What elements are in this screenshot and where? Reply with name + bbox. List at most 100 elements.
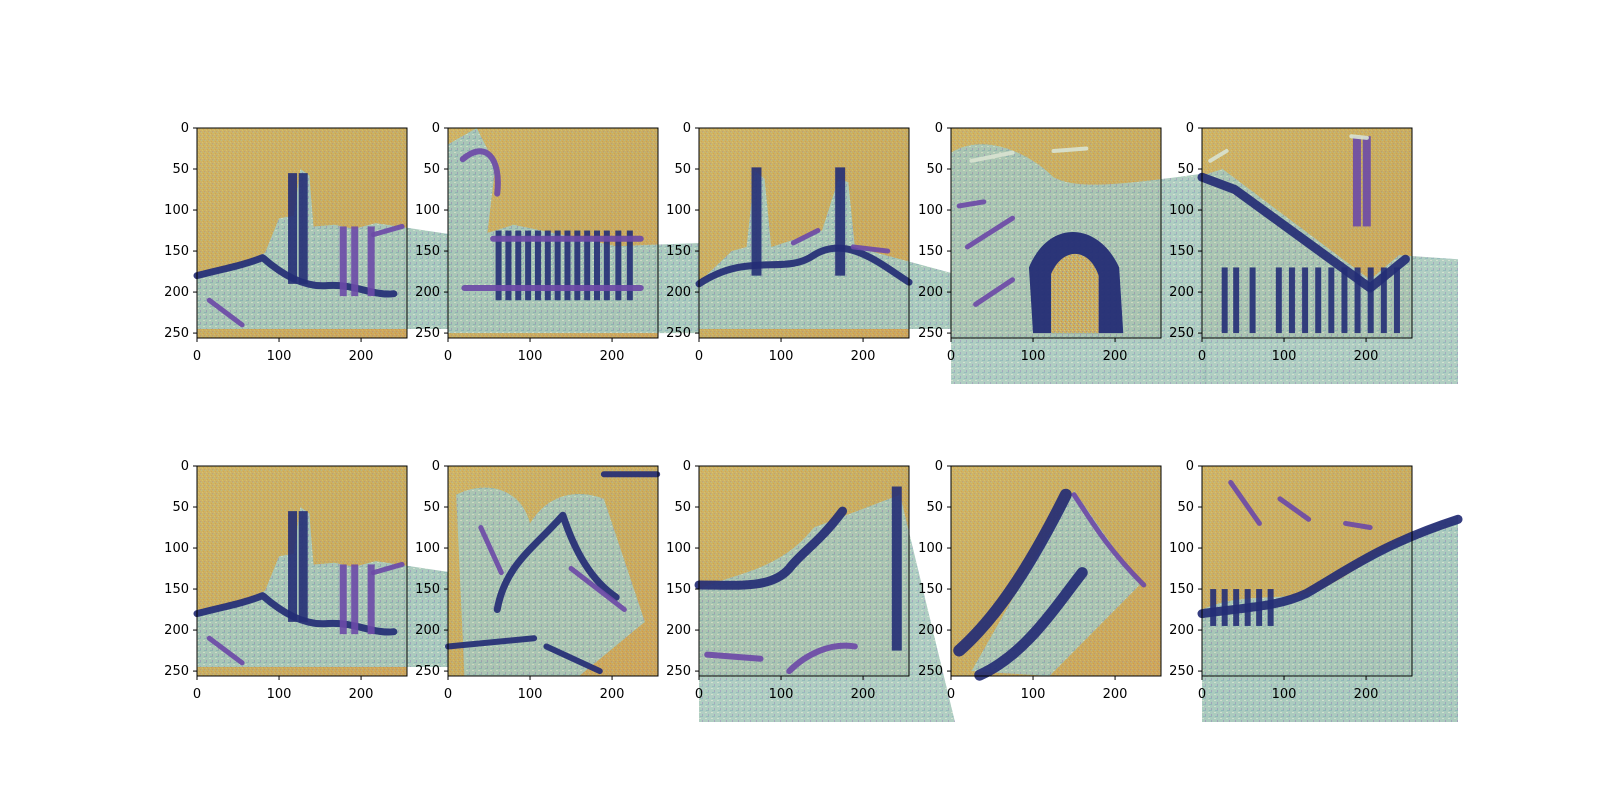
x-tick-label: 0 <box>947 349 955 364</box>
roof-bars-0 <box>1221 267 1228 334</box>
stripe-bars-8 <box>574 230 581 301</box>
stripe-bars-0 <box>495 230 502 301</box>
y-tick-label: 0 <box>935 459 943 474</box>
y-tick-label: 0 <box>1186 121 1194 136</box>
x-tick-label: 200 <box>851 349 876 364</box>
y-tick-label: 150 <box>918 582 943 597</box>
contour-bars-1 <box>1221 589 1228 626</box>
x-tick-label: 200 <box>349 349 374 364</box>
image-axis-1-3: 0 50 100 150 200 250 0 100 200 <box>666 121 955 364</box>
axis-frame <box>196 465 408 677</box>
city-texture <box>197 169 453 329</box>
stripe-texture <box>448 128 704 334</box>
x-tick-label: 0 <box>1198 349 1206 364</box>
figure-lines <box>445 471 661 675</box>
y-tick-label: 200 <box>164 623 189 638</box>
roof-bars-11 <box>1380 267 1387 334</box>
axis-frame <box>447 127 659 339</box>
skyline-towers-0 <box>751 167 762 276</box>
y-tick-label: 200 <box>918 285 943 300</box>
x-tick-label: 200 <box>600 687 625 702</box>
y-tick-label: 50 <box>926 500 943 515</box>
contour-line <box>1197 514 1463 619</box>
roof-bars-8 <box>1341 267 1348 334</box>
y-tick-label: 50 <box>1177 500 1194 515</box>
skyline-accent <box>790 228 891 254</box>
stripe-bars-12 <box>615 230 622 301</box>
accent-strokes <box>206 561 405 666</box>
axis-frame <box>950 465 1162 677</box>
y-tick-label: 250 <box>164 326 189 341</box>
x-tick-label: 0 <box>193 687 201 702</box>
image-axis-1-4: 0 50 100 150 200 250 0 100 200 <box>918 121 1207 384</box>
right-bars-1 <box>351 226 359 297</box>
y-tick-label: 100 <box>918 541 943 556</box>
axis-frame <box>950 127 1162 339</box>
roof-tower-0 <box>1352 136 1361 227</box>
stripe-bars-3 <box>525 230 532 301</box>
y-tick-label: 150 <box>666 582 691 597</box>
y-tick-label: 200 <box>666 623 691 638</box>
stripe-bars-1 <box>505 230 512 301</box>
figure-outline <box>493 511 620 614</box>
y-tick-label: 0 <box>683 121 691 136</box>
y-tick-label: 0 <box>181 459 189 474</box>
y-tick-label: 200 <box>415 623 440 638</box>
y-tick-label: 250 <box>415 326 440 341</box>
y-tick-label: 100 <box>918 203 943 218</box>
roof-bars-2 <box>1249 267 1256 334</box>
y-tick-label: 250 <box>918 664 943 679</box>
x-tick-label: 200 <box>349 687 374 702</box>
x-tick-label: 0 <box>1198 687 1206 702</box>
image-axis-1-2: 0 50 100 150 200 250 0 100 200 <box>415 121 704 364</box>
y-tick-label: 200 <box>666 285 691 300</box>
y-tick-label: 100 <box>164 541 189 556</box>
stripe-bars-6 <box>554 230 561 301</box>
y-tick-label: 250 <box>1169 664 1194 679</box>
x-tick-label: 200 <box>1354 687 1379 702</box>
image-axis-2-1: 0 50 100 150 200 250 0 100 200 <box>164 459 453 702</box>
image-axis-2-3: 0 50 100 150 200 250 0 100 200 <box>666 459 955 722</box>
stripe-bars-7 <box>564 230 571 301</box>
y-tick-label: 100 <box>415 203 440 218</box>
x-tick-label: 200 <box>1103 349 1128 364</box>
y-tick-label: 0 <box>1186 459 1194 474</box>
contour-accent <box>1228 479 1373 531</box>
axis-frame <box>698 465 910 677</box>
y-tick-label: 150 <box>164 582 189 597</box>
x-tick-label: 0 <box>444 349 452 364</box>
y-tick-label: 150 <box>1169 582 1194 597</box>
y-tick-label: 150 <box>164 244 189 259</box>
x-tick-label: 0 <box>695 687 703 702</box>
axis-frame <box>447 465 659 677</box>
roof-bars-6 <box>1315 267 1322 334</box>
y-tick-label: 250 <box>164 664 189 679</box>
y-tick-label: 100 <box>666 203 691 218</box>
contour-bars-4 <box>1256 589 1263 626</box>
x-tick-label: 200 <box>851 687 876 702</box>
axis-frame <box>1201 465 1413 677</box>
stripe-bars-13 <box>626 230 633 301</box>
y-tick-label: 150 <box>415 244 440 259</box>
contour-bars-5 <box>1267 589 1274 626</box>
y-tick-label: 150 <box>415 582 440 597</box>
stripe-strokes <box>459 148 644 291</box>
x-tick-label: 0 <box>444 687 452 702</box>
y-tick-label: 100 <box>164 203 189 218</box>
y-tick-label: 50 <box>1177 162 1194 177</box>
y-tick-label: 0 <box>432 459 440 474</box>
image-axis-2-2: 0 50 100 150 200 250 0 100 200 <box>415 459 661 702</box>
roof-bars-4 <box>1288 267 1295 334</box>
stripe-bars-2 <box>515 230 522 301</box>
y-tick-label: 100 <box>1169 541 1194 556</box>
y-tick-label: 100 <box>1169 203 1194 218</box>
y-tick-label: 50 <box>674 500 691 515</box>
x-tick-label: 100 <box>1021 349 1046 364</box>
right-bars-0 <box>339 564 347 635</box>
diagonal-accent <box>1071 492 1147 588</box>
y-tick-label: 50 <box>674 162 691 177</box>
stripe-bars-4 <box>534 230 541 301</box>
arch-strokes <box>956 199 1016 307</box>
roof-bars-7 <box>1328 267 1335 334</box>
